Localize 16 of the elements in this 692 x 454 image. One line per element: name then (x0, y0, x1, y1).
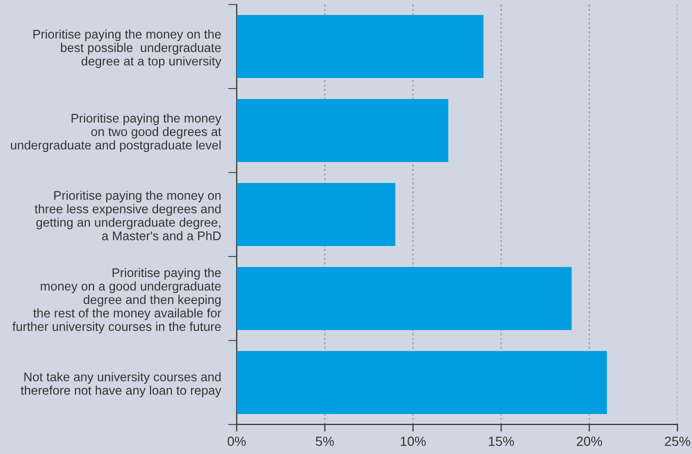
bar (236, 267, 572, 330)
x-tick-label: 5% (316, 436, 334, 446)
bar (236, 15, 484, 78)
x-tick-label: 15% (488, 436, 514, 446)
bar (236, 351, 607, 414)
y-tick-label: Not take any university courses and therefore not have any loan to repay (20, 372, 222, 398)
bar (236, 183, 396, 246)
y-tick-label: Prioritise paying the money on two good degrees at undergraduate and postgraduate level (10, 113, 222, 152)
bar (236, 99, 448, 162)
y-tick-label: Prioritise paying the money on a good undergraduate degree and then keeping the rest of the money available for further university courses in the future (12, 268, 222, 334)
y-tick-label: Prioritise paying the money on three less expensive degrees and getting an undergraduate degree, a Master's and a PhD (34, 190, 221, 240)
x-tick-label: 10% (400, 436, 426, 446)
x-tick-label: 0% (228, 436, 246, 446)
x-tick-label: 25% (664, 436, 690, 446)
x-tick-label: 20% (576, 436, 602, 446)
y-tick-label: Prioritise paying the money on the best possible undergraduate degree at a top university (33, 29, 222, 68)
